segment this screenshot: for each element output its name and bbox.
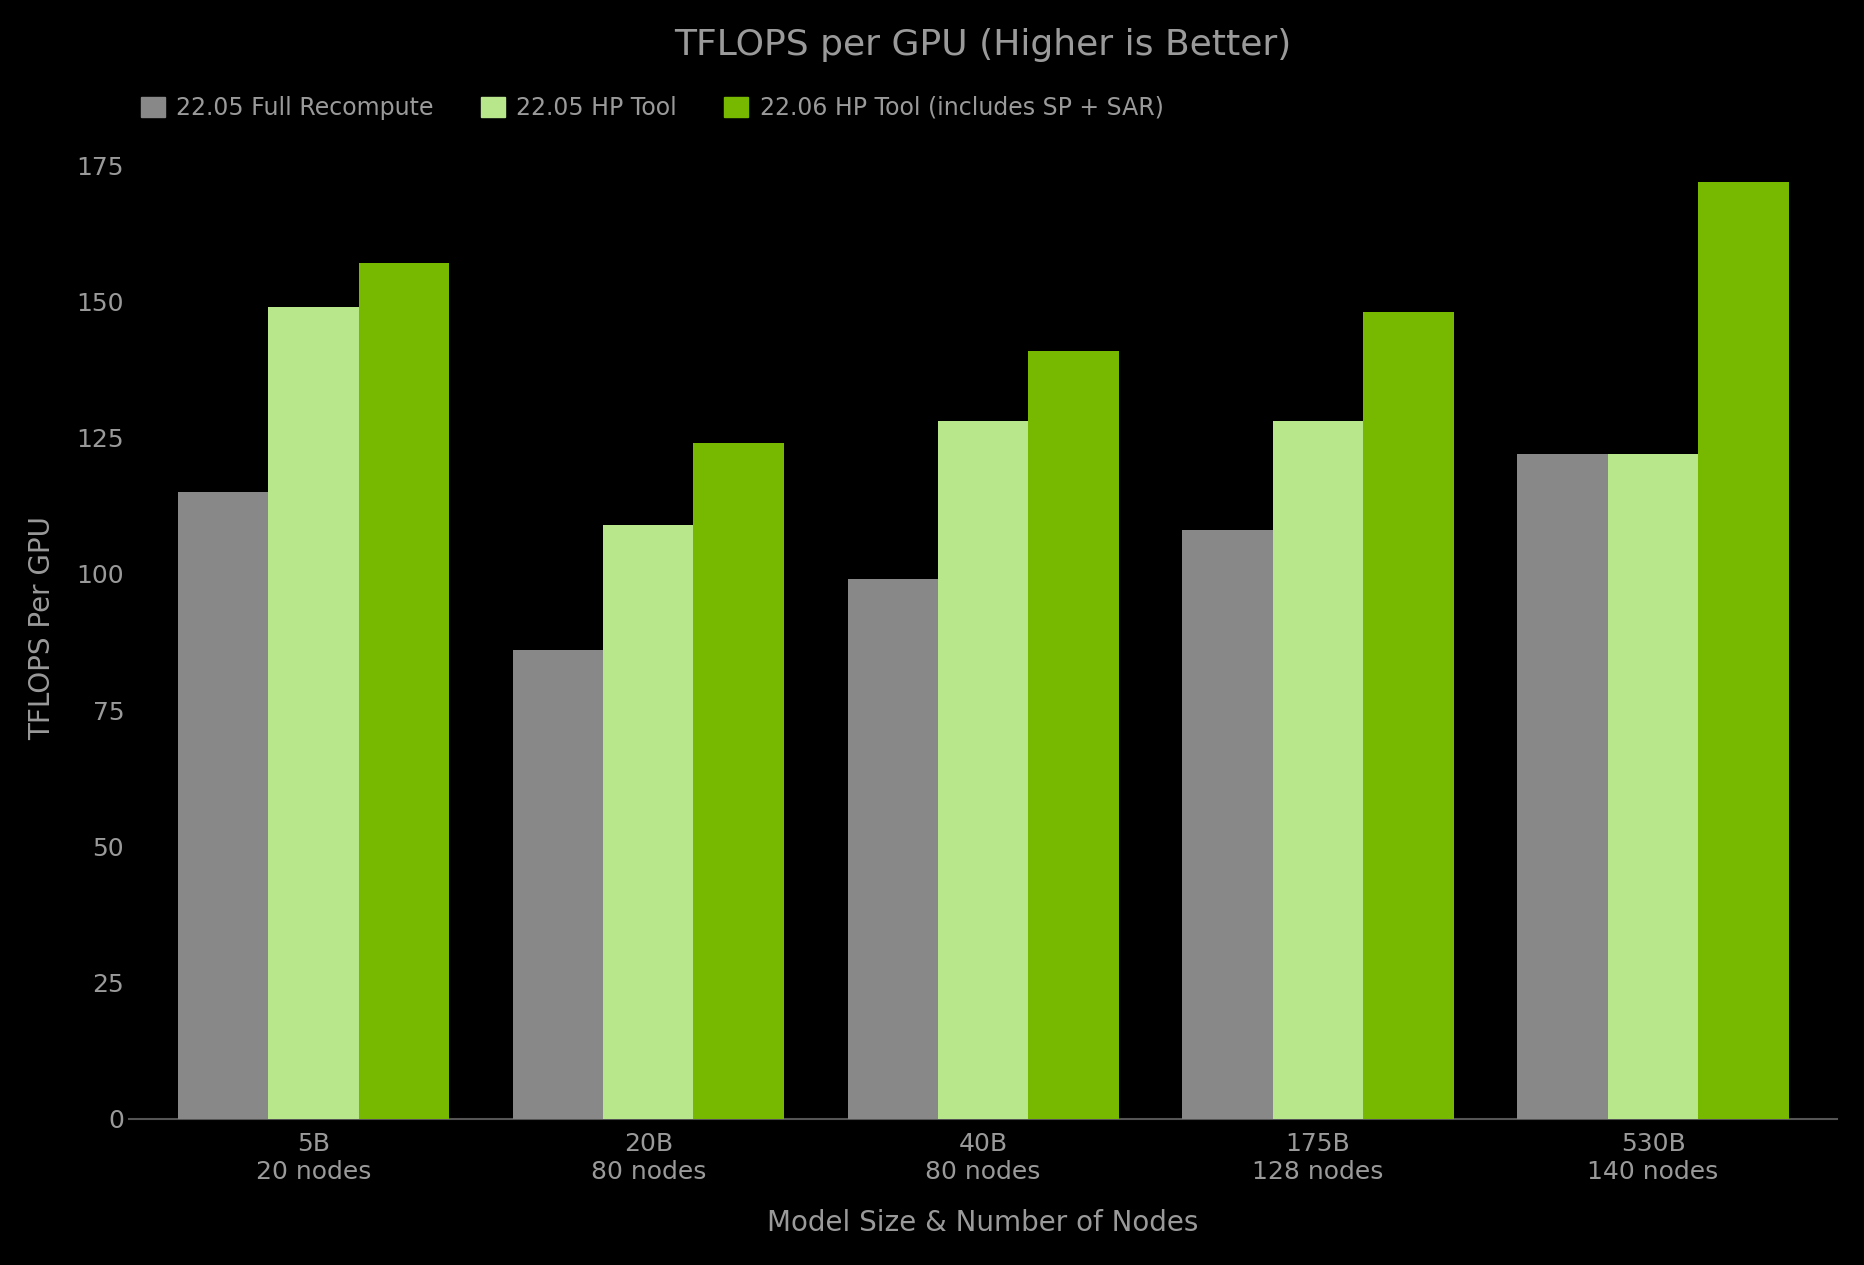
Bar bbox=[602, 525, 693, 1118]
Bar bbox=[513, 650, 602, 1118]
Bar bbox=[1363, 312, 1452, 1118]
Bar bbox=[1182, 530, 1273, 1118]
Bar bbox=[938, 421, 1027, 1118]
Bar bbox=[268, 307, 358, 1118]
Title: TFLOPS per GPU (Higher is Better): TFLOPS per GPU (Higher is Better) bbox=[675, 28, 1292, 62]
Y-axis label: TFLOPS Per GPU: TFLOPS Per GPU bbox=[28, 516, 56, 740]
Bar bbox=[1517, 454, 1607, 1118]
Bar bbox=[1273, 421, 1363, 1118]
Bar bbox=[693, 443, 783, 1118]
Bar bbox=[177, 492, 268, 1118]
Bar bbox=[1027, 350, 1118, 1118]
Bar bbox=[1607, 454, 1698, 1118]
X-axis label: Model Size & Number of Nodes: Model Size & Number of Nodes bbox=[768, 1209, 1199, 1237]
Bar bbox=[846, 579, 938, 1118]
Bar bbox=[1698, 182, 1788, 1118]
Bar bbox=[358, 263, 449, 1118]
Legend: 22.05 Full Recompute, 22.05 HP Tool, 22.06 HP Tool (includes SP + SAR): 22.05 Full Recompute, 22.05 HP Tool, 22.… bbox=[142, 96, 1163, 120]
